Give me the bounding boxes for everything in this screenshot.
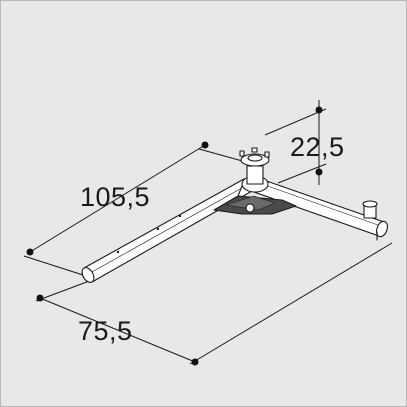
dim-line-length bbox=[29, 144, 206, 253]
dim-line-width bbox=[39, 297, 196, 363]
ext-line-height-top bbox=[264, 108, 327, 136]
dot-height-top bbox=[315, 106, 323, 114]
hub-top-inner bbox=[247, 154, 263, 162]
base-mechanism-rod bbox=[237, 185, 243, 197]
ext-line-length-right bbox=[198, 148, 247, 163]
short-arm-highlight bbox=[261, 183, 379, 226]
hub-top-nub-right bbox=[264, 151, 270, 158]
ext-line-length-left bbox=[23, 255, 87, 277]
dimension-label-width: 75,5 bbox=[78, 316, 133, 346]
ext-line-height-bottom bbox=[277, 163, 327, 184]
hub-top-nub-left bbox=[239, 150, 245, 157]
hub-top-nub-back bbox=[251, 147, 258, 153]
hub-column bbox=[246, 165, 264, 185]
product-t-base bbox=[81, 147, 388, 283]
dimension-label-height: 22,5 bbox=[290, 132, 345, 162]
short-arm-end-cap bbox=[376, 220, 388, 238]
dot-length-left bbox=[26, 248, 34, 256]
hole-1 bbox=[116, 250, 120, 254]
long-leg-end-cap bbox=[81, 267, 95, 283]
dot-height-bottom bbox=[315, 168, 323, 176]
hole-2 bbox=[156, 227, 160, 231]
ext-line-width-right bbox=[189, 242, 393, 365]
long-leg-highlight bbox=[91, 188, 241, 273]
ext-line-width-left bbox=[35, 279, 93, 302]
base-mechanism-knob bbox=[245, 203, 255, 213]
hole-3 bbox=[178, 214, 182, 218]
dimension-dots bbox=[26, 106, 323, 366]
dimension-label-length: 105,5 bbox=[80, 182, 151, 212]
dot-length-right bbox=[201, 141, 209, 149]
end-fitting-top bbox=[362, 200, 378, 208]
dot-width-right bbox=[191, 358, 199, 366]
dot-width-left bbox=[36, 294, 44, 302]
